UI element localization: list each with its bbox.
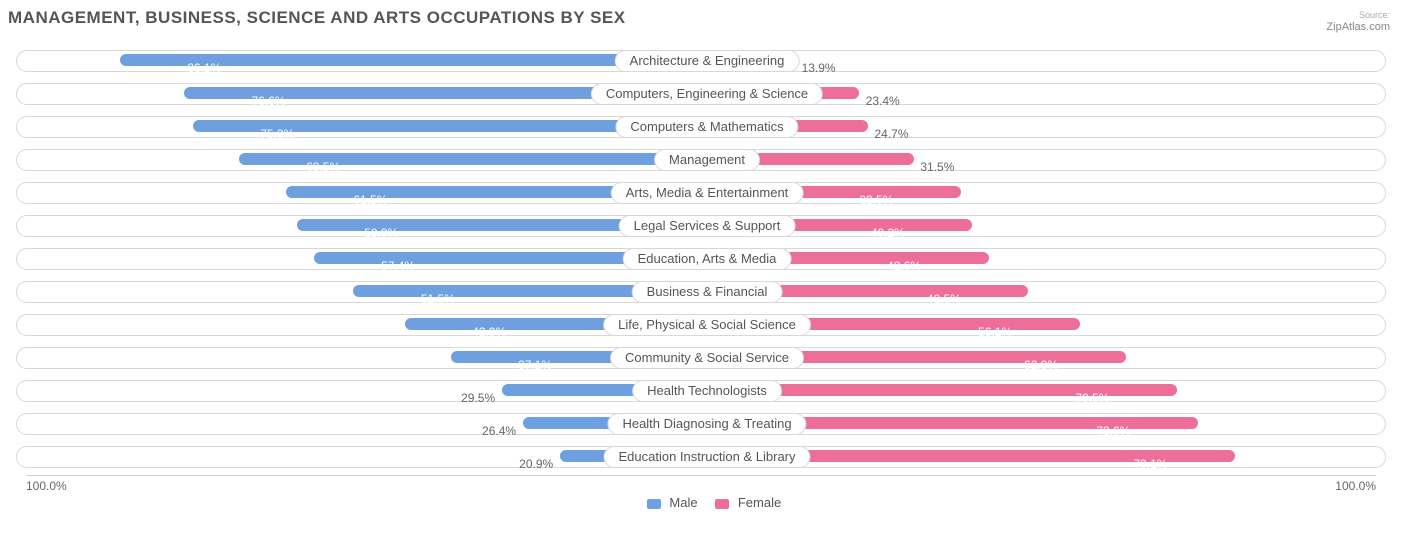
pct-male: 61.5% [353, 193, 387, 207]
pct-male: 86.1% [187, 61, 221, 75]
chart-row: 57.4% 42.6% Education, Arts & Media [8, 244, 1406, 272]
legend-swatch-female [715, 499, 729, 509]
axis-right-label: 100.0% [1335, 479, 1376, 493]
pct-male: 43.9% [472, 325, 506, 339]
pct-male: 51.5% [421, 292, 455, 306]
pct-female: 70.5% [1075, 391, 1109, 405]
pct-male: 68.5% [306, 160, 340, 174]
pct-female: 48.5% [927, 292, 961, 306]
source-name: ZipAtlas.com [1326, 21, 1390, 33]
chart-row: 68.5% 31.5% Management [8, 145, 1406, 173]
pct-female: 40.2% [871, 226, 905, 240]
legend-label-female: Female [738, 495, 781, 510]
category-label: Legal Services & Support [619, 215, 796, 237]
pct-female: 38.5% [859, 193, 893, 207]
x-axis: 100.0% 100.0% [8, 475, 1406, 493]
category-label: Business & Financial [632, 281, 783, 303]
category-label: Education Instruction & Library [603, 446, 810, 468]
pct-female: 79.1% [1133, 457, 1167, 471]
source-label: Source: [1326, 10, 1390, 20]
pct-female: 42.6% [887, 259, 921, 273]
pct-female: 13.9% [802, 61, 836, 75]
chart-row: 75.3% 24.7% Computers & Mathematics [8, 112, 1406, 140]
chart-row: 29.5% 70.5% Health Technologists [8, 376, 1406, 404]
category-label: Arts, Media & Entertainment [611, 182, 804, 204]
category-label: Computers, Engineering & Science [591, 83, 823, 105]
pct-female: 23.4% [866, 94, 900, 108]
chart-row: 51.5% 48.5% Business & Financial [8, 277, 1406, 305]
axis-left-label: 100.0% [26, 479, 67, 493]
pct-male: 59.9% [364, 226, 398, 240]
chart-row: 76.6% 23.4% Computers, Engineering & Scien… [8, 79, 1406, 107]
chart-row: 26.4% 73.6% Health Diagnosing & Treating [8, 409, 1406, 437]
chart-row: 86.1% 13.9%Architecture & Engineering [8, 46, 1406, 74]
pct-male: 75.3% [260, 127, 294, 141]
category-label: Architecture & Engineering [615, 50, 800, 72]
pct-female: 24.7% [874, 127, 908, 141]
chart-row: 37.1% 62.9% Community & Social Service [8, 343, 1406, 371]
chart-row: 20.9% 79.1% Education Instruction & Librar… [8, 442, 1406, 470]
pct-male: 26.4% [482, 424, 516, 438]
category-label: Health Diagnosing & Treating [607, 413, 806, 435]
legend-swatch-male [647, 499, 661, 509]
chart-row: 43.9% 56.1% Life, Physical & Social Scienc… [8, 310, 1406, 338]
legend-label-male: Male [669, 495, 697, 510]
category-label: Health Technologists [632, 380, 782, 402]
pct-male: 29.5% [461, 391, 495, 405]
pct-male: 37.1% [518, 358, 552, 372]
chart-rows: 86.1% 13.9%Architecture & Engineering 76.6… [8, 46, 1406, 470]
pct-female: 56.1% [978, 325, 1012, 339]
pct-male: 20.9% [519, 457, 553, 471]
axis-line [26, 475, 1376, 476]
pct-male: 57.4% [381, 259, 415, 273]
source-attribution: Source: ZipAtlas.com [1326, 10, 1390, 33]
chart-row: 59.9% 40.2% Legal Services & Support [8, 211, 1406, 239]
chart-title: MANAGEMENT, BUSINESS, SCIENCE AND ARTS O… [8, 8, 1406, 28]
category-label: Management [654, 149, 760, 171]
chart-row: 61.5% 38.5% Arts, Media & Entertainment [8, 178, 1406, 206]
category-label: Community & Social Service [610, 347, 804, 369]
category-label: Life, Physical & Social Science [603, 314, 811, 336]
pct-female: 31.5% [920, 160, 954, 174]
chart-container: MANAGEMENT, BUSINESS, SCIENCE AND ARTS O… [0, 0, 1406, 559]
pct-male: 76.6% [251, 94, 285, 108]
category-label: Computers & Mathematics [615, 116, 798, 138]
legend: Male Female [8, 495, 1406, 510]
pct-female: 73.6% [1096, 424, 1130, 438]
pct-female: 62.9% [1024, 358, 1058, 372]
category-label: Education, Arts & Media [623, 248, 792, 270]
